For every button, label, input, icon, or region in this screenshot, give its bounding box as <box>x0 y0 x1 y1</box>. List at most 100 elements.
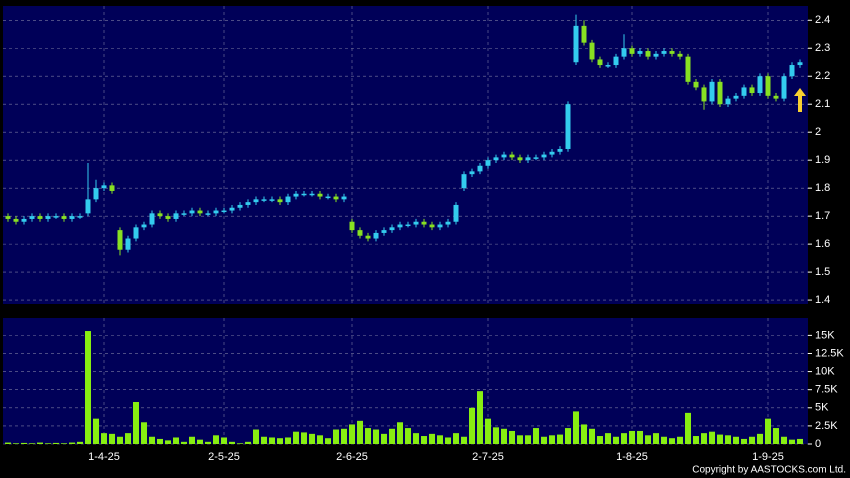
volume-bar <box>157 438 163 444</box>
y-tick-label: 2.3 <box>815 42 830 54</box>
candle-body <box>301 193 307 196</box>
volume-bar <box>637 430 643 444</box>
y-tick-label: 1.8 <box>815 182 830 194</box>
candle-body <box>677 53 683 57</box>
candle-body <box>245 202 251 205</box>
candle-body <box>645 51 651 57</box>
volume-bar <box>181 441 187 444</box>
volume-bar <box>141 422 147 444</box>
volume-bar <box>149 436 155 444</box>
y-tick-label: 10K <box>815 365 835 377</box>
volume-bar <box>245 441 251 444</box>
volume-bar <box>317 435 323 444</box>
candle-body <box>149 213 155 225</box>
volume-bar <box>61 443 67 444</box>
volume-bar <box>301 432 307 444</box>
volume-bar <box>309 433 315 444</box>
volume-bar <box>669 438 675 444</box>
candle-body <box>221 210 227 213</box>
y-tick-label: 1.4 <box>815 294 830 306</box>
volume-bar <box>261 436 267 444</box>
candle-body <box>605 65 611 67</box>
volume-bar <box>501 428 507 444</box>
candle-body <box>173 213 179 219</box>
candle-body <box>501 154 507 158</box>
volume-bar <box>173 437 179 444</box>
volume-bar <box>453 433 459 444</box>
volume-bar <box>333 429 339 444</box>
candle-body <box>133 227 139 239</box>
candle-body <box>317 193 323 197</box>
volume-bar <box>293 431 299 444</box>
candle-body <box>205 213 211 215</box>
volume-bar <box>37 442 43 444</box>
candle-body <box>557 148 563 152</box>
x-tick-label: 2-5-25 <box>208 451 240 463</box>
candle-body <box>165 216 171 219</box>
candle-body <box>53 216 59 218</box>
candle-body <box>341 196 347 200</box>
candle-body <box>93 188 99 200</box>
volume-bar <box>709 431 715 444</box>
y-tick-label: 2.2 <box>815 70 830 82</box>
candle-body <box>69 216 75 219</box>
y-tick-label: 1.9 <box>815 154 830 166</box>
candle-body <box>85 199 91 214</box>
candle-body <box>237 204 243 208</box>
volume-bar <box>613 436 619 444</box>
candle-body <box>733 95 739 99</box>
candle-body <box>533 157 539 159</box>
candle-body <box>565 104 571 149</box>
volume-bar <box>765 418 771 444</box>
volume-bar <box>597 436 603 444</box>
candle-body <box>661 51 667 54</box>
volume-bar <box>749 436 755 444</box>
candle-body <box>493 157 499 161</box>
volume-bar <box>197 439 203 444</box>
volume-bar <box>221 437 227 444</box>
volume-bar <box>109 433 115 444</box>
candle-body <box>613 56 619 66</box>
volume-bar <box>589 428 595 444</box>
candle-body <box>453 204 459 222</box>
y-tick-label: 2 <box>815 126 821 138</box>
y-tick-label: 2.4 <box>815 14 830 26</box>
volume-bar <box>525 435 531 444</box>
candle-body <box>653 53 659 57</box>
candle-body <box>621 48 627 57</box>
volume-bar <box>581 424 587 444</box>
candle-body <box>701 87 707 102</box>
volume-bar <box>493 427 499 444</box>
candle-body <box>397 224 403 228</box>
candle-body <box>357 230 363 236</box>
candle-body <box>541 154 547 158</box>
candle-body <box>461 174 467 189</box>
x-tick-label: 1-8-25 <box>616 451 648 463</box>
candle-body <box>517 157 523 161</box>
x-tick-label: 2-7-25 <box>472 451 504 463</box>
volume-bar <box>461 436 467 444</box>
y-tick-label: 15K <box>815 329 835 341</box>
arrow-icon <box>794 88 806 112</box>
volume-bar <box>477 391 483 444</box>
volume-bar <box>381 433 387 444</box>
volume-bar <box>397 422 403 444</box>
candle-body <box>709 81 715 102</box>
candle-body <box>685 56 691 82</box>
candle-body <box>5 216 11 219</box>
volume-bar <box>277 438 283 444</box>
candle-body <box>405 224 411 227</box>
volume-bar <box>421 436 427 444</box>
volume-bar <box>573 411 579 444</box>
volume-bar <box>725 435 731 444</box>
y-tick-label: 1.6 <box>815 238 830 250</box>
volume-bar <box>557 434 563 444</box>
candle-body <box>197 210 203 214</box>
volume-bar <box>789 439 795 444</box>
candle-body <box>77 216 83 218</box>
candle-body <box>445 221 451 225</box>
candle-body <box>757 76 763 94</box>
x-tick-label: 2-6-25 <box>336 451 368 463</box>
volume-bar <box>45 443 51 444</box>
volume-bar <box>29 443 35 444</box>
